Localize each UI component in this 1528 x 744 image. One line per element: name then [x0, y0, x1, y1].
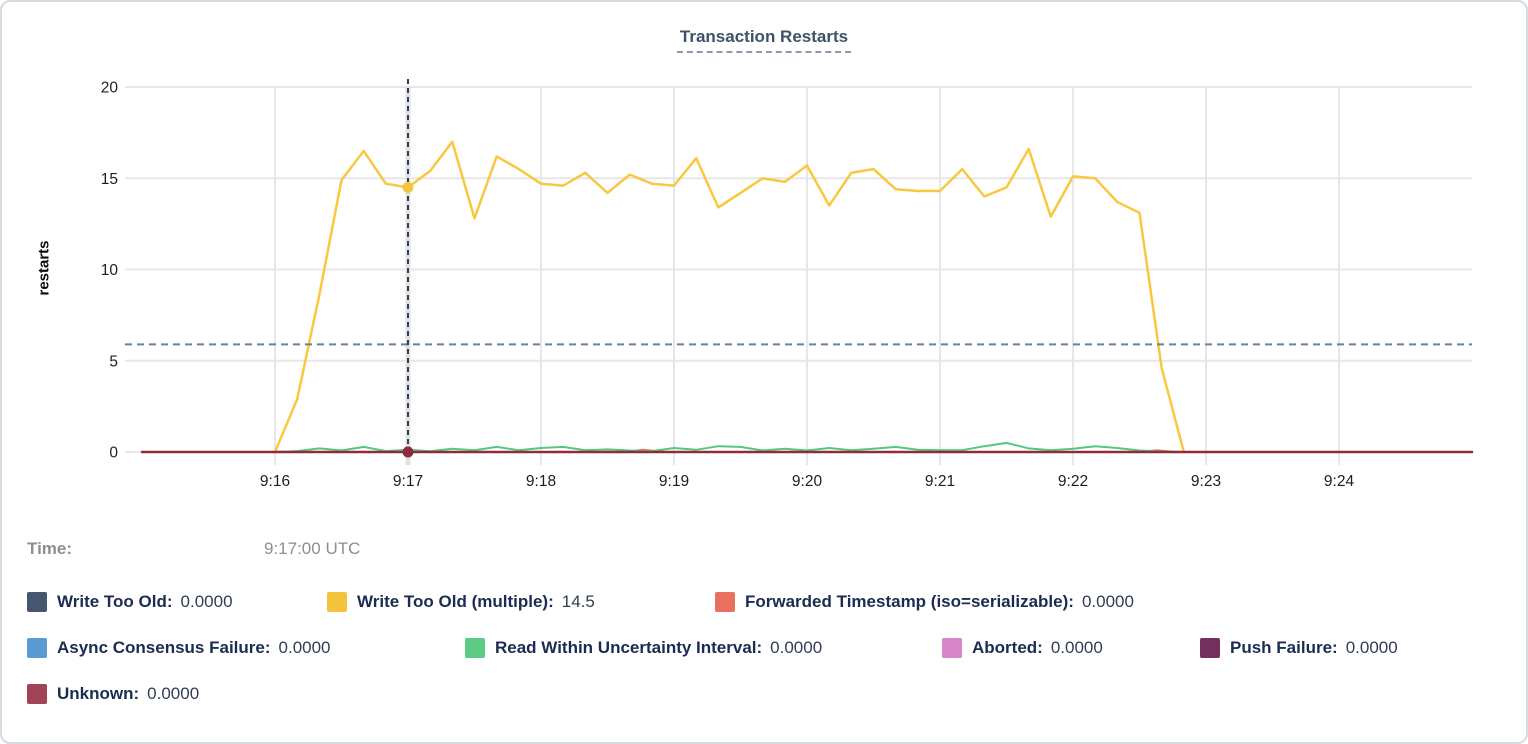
y-tick-label: 15	[101, 171, 118, 188]
legend-label: Aborted:	[972, 638, 1043, 657]
legend-value: 0.0000	[147, 684, 200, 703]
x-tick-label: 9:16	[260, 473, 290, 490]
hover-time-value: 9:17:00 UTC	[264, 539, 361, 558]
x-tick-label: 9:24	[1324, 473, 1355, 490]
legend-swatch	[27, 592, 47, 612]
legend-value: 0.0000	[1050, 638, 1103, 657]
legend-label: Write Too Old:	[57, 592, 173, 611]
hover-dot-unknown	[402, 446, 414, 458]
legend-swatch	[27, 638, 47, 658]
legend-label: Forwarded Timestamp (iso=serializable):	[745, 592, 1074, 611]
legend-item[interactable]: Write Too Old (multiple): 14.5	[327, 590, 595, 614]
legend-label: Async Consensus Failure:	[57, 638, 271, 657]
chart-title[interactable]: Transaction Restarts	[676, 27, 852, 53]
y-tick-label: 0	[109, 445, 118, 462]
legend-label: Unknown:	[57, 684, 140, 703]
chart-title-row: Transaction Restarts	[2, 27, 1526, 53]
legend-item[interactable]: Push Failure: 0.0000	[1200, 636, 1398, 660]
legend-swatch	[942, 638, 962, 658]
x-tick-label: 9:17	[393, 473, 423, 490]
y-tick-label: 10	[101, 262, 119, 279]
hover-dot-write-too-old-multiple-	[402, 181, 414, 193]
legend-row: Write Too Old: 0.0000 Write Too Old (multi…	[2, 590, 1526, 614]
legend-label: Read Within Uncertainty Interval:	[495, 638, 763, 657]
x-tick-label: 9:21	[925, 473, 955, 490]
x-tick-label: 9:23	[1191, 473, 1221, 490]
legend-item[interactable]: Unknown: 0.0000	[27, 682, 199, 706]
x-tick-label: 9:22	[1058, 473, 1088, 490]
legend-value: 0.0000	[770, 638, 823, 657]
legend-row: Async Consensus Failure: 0.0000 Read Withi…	[2, 636, 1526, 660]
legend-swatch	[715, 592, 735, 612]
x-tick-label: 9:18	[526, 473, 556, 490]
y-tick-label: 20	[101, 80, 119, 97]
legend-item[interactable]: Aborted: 0.0000	[942, 636, 1103, 660]
legend-value: 14.5	[561, 592, 595, 611]
legend-item[interactable]: Forwarded Timestamp (iso=serializable): 0…	[715, 590, 1134, 614]
legend-item[interactable]: Async Consensus Failure: 0.0000	[27, 636, 331, 660]
series-line-write-too-old-multiple-	[273, 140, 1186, 454]
legend-value: 0.0000	[1345, 638, 1398, 657]
legend-swatch	[1200, 638, 1220, 658]
x-tick-label: 9:19	[659, 473, 689, 490]
legend-item[interactable]: Write Too Old: 0.0000	[27, 590, 233, 614]
x-tick-label: 9:20	[792, 473, 823, 490]
legend-value: 0.0000	[1081, 592, 1134, 611]
legend-swatch	[465, 638, 485, 658]
hover-time-row: Time: 9:17:00 UTC	[27, 539, 727, 561]
legend-value: 0.0000	[180, 592, 233, 611]
legend-row: Unknown: 0.0000	[2, 682, 1526, 706]
legend-swatch	[27, 684, 47, 704]
legend-value: 0.0000	[278, 638, 331, 657]
hover-time-label: Time:	[27, 539, 73, 558]
legend-item[interactable]: Read Within Uncertainty Interval: 0.0000	[465, 636, 822, 660]
legend-label: Push Failure:	[1230, 638, 1338, 657]
chart-plot-area[interactable]: 0 5 10 15 20 9:16 9:17 9:18 9:19 9:20 9:21 9:22 9:23…	[2, 2, 1528, 522]
y-tick-label: 5	[109, 353, 118, 370]
legend-swatch	[327, 592, 347, 612]
legend-label: Write Too Old (multiple):	[357, 592, 554, 611]
y-axis-label: restarts	[35, 240, 53, 296]
